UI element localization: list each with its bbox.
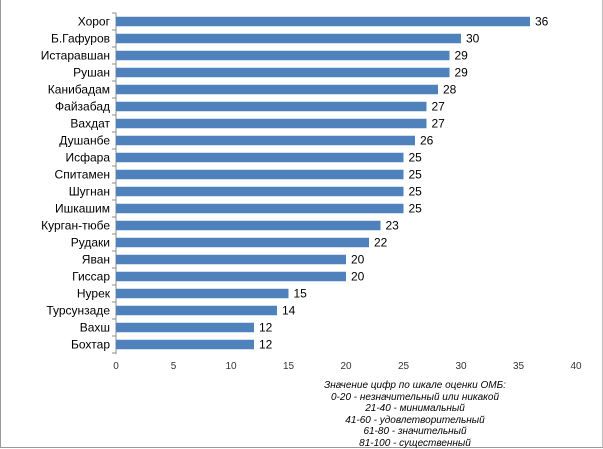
category-label: Канибадам — [48, 83, 110, 97]
value-label: 20 — [351, 270, 365, 284]
x-tick-label: 30 — [455, 361, 467, 372]
value-label: 28 — [443, 83, 457, 97]
annotation-line: 61-80 - значительный — [363, 426, 467, 437]
scale-annotation: Значение цифр по шкале оценки ОМБ: 0-20 … — [290, 380, 540, 449]
value-label: 25 — [409, 151, 423, 165]
category-label: Гиссар — [72, 270, 110, 284]
value-label: 36 — [535, 15, 549, 29]
value-label: 20 — [351, 253, 365, 267]
bar — [116, 16, 530, 27]
value-label: 29 — [455, 49, 469, 63]
value-label: 25 — [409, 168, 423, 182]
category-label: Б.Гафуров — [51, 32, 110, 46]
category-label: Яван — [82, 253, 110, 267]
bar — [116, 67, 450, 78]
bar — [116, 254, 346, 265]
value-label: 26 — [420, 134, 434, 148]
annotation-line: 0-20 - незначительный или никакой — [330, 391, 500, 403]
value-label: 30 — [466, 32, 480, 46]
bar — [116, 135, 415, 146]
category-label: Нурек — [77, 287, 111, 301]
x-tick-label: 10 — [225, 361, 237, 372]
category-label: Рушан — [73, 66, 110, 80]
value-label: 27 — [432, 117, 446, 131]
bar — [116, 271, 346, 282]
bar — [116, 118, 427, 129]
bar — [116, 305, 277, 316]
bar — [116, 84, 438, 95]
category-label: Курган-тюбе — [41, 219, 110, 233]
annotation-line: 41-60 - удовлетворительный — [345, 414, 485, 426]
category-label: Спитамен — [55, 168, 110, 182]
bar — [116, 288, 289, 299]
bar — [116, 220, 381, 231]
value-label: 25 — [409, 202, 423, 216]
x-tick-label: 0 — [113, 361, 119, 372]
category-label: Шугнан — [69, 185, 110, 199]
value-label: 12 — [259, 338, 273, 352]
category-label: Бохтар — [71, 338, 110, 352]
value-label: 14 — [282, 304, 296, 318]
bar — [116, 339, 254, 350]
category-label: Вахш — [80, 321, 110, 335]
value-label: 23 — [386, 219, 400, 233]
category-label: Турсунзаде — [46, 304, 110, 318]
x-tick-label: 20 — [340, 361, 352, 372]
category-label: Рудаки — [71, 236, 110, 250]
x-tick-label: 5 — [171, 361, 177, 372]
category-label: Исфара — [65, 151, 110, 165]
annotation-line: 21-40 - минимальный — [365, 403, 465, 414]
bar — [116, 203, 404, 214]
category-label: Истаравшан — [41, 49, 110, 63]
value-label: 27 — [432, 100, 446, 114]
bar — [116, 50, 450, 61]
bar — [116, 322, 254, 333]
annotation-line: 81-100 - существенный — [359, 437, 471, 449]
x-tick-label: 25 — [398, 361, 410, 372]
x-tick-label: 35 — [513, 361, 525, 372]
bar — [116, 101, 427, 112]
value-label: 29 — [455, 66, 469, 80]
bar — [116, 152, 404, 163]
bar — [116, 186, 404, 197]
category-label: Хорог — [78, 15, 111, 29]
category-label: Ишкашим — [55, 202, 110, 216]
bar — [116, 237, 369, 248]
bar — [116, 169, 404, 180]
x-tick-label: 15 — [283, 361, 295, 372]
value-label: 15 — [294, 287, 308, 301]
category-label: Душанбе — [59, 134, 110, 148]
value-label: 22 — [374, 236, 388, 250]
x-tick-label: 40 — [570, 361, 582, 372]
value-label: 12 — [259, 321, 273, 335]
value-label: 25 — [409, 185, 423, 199]
annotation-line: Значение цифр по шкале оценки ОМБ: — [324, 380, 506, 391]
bar — [116, 33, 461, 44]
category-label: Файзабад — [55, 100, 110, 114]
category-label: Вахдат — [70, 117, 110, 131]
